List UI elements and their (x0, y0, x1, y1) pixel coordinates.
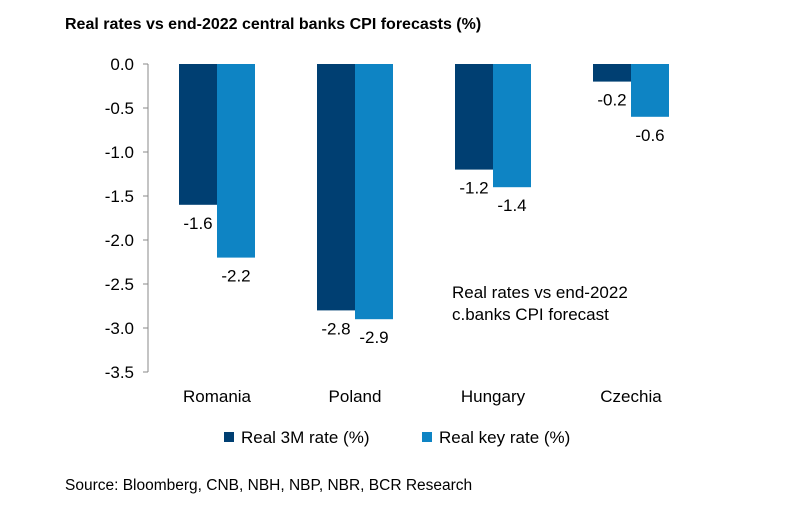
chart-annotation: Real rates vs end-2022 c.banks CPI foreca… (452, 283, 628, 324)
y-tick-label: -3.0 (105, 319, 134, 338)
y-tick-label: -1.0 (105, 143, 134, 162)
x-tick-label: Hungary (461, 387, 526, 406)
y-axis-ticks: 0.0 -0.5 -1.0 -1.5 -2.0 -2.5 -3.0 -3.5 (105, 55, 148, 382)
source-note: Source: Bloomberg, CNB, NBH, NBP, NBR, B… (65, 477, 473, 494)
y-tick-label: -0.5 (105, 99, 134, 118)
bars (179, 64, 669, 320)
value-label: -1.6 (183, 214, 212, 233)
legend-swatch (422, 432, 432, 442)
legend-swatch (224, 432, 234, 442)
bar-real-3m-rate (179, 64, 217, 205)
value-label: -2.8 (321, 319, 350, 338)
x-tick-label: Czechia (600, 387, 662, 406)
value-label: -2.2 (221, 267, 250, 286)
legend-label: Real key rate (%) (439, 428, 570, 447)
value-labels: -1.6 -2.2 -2.8 -2.9 -1.2 -1.4 -0.2 -0.6 (183, 91, 664, 348)
bar-real-key-rate (217, 64, 255, 258)
legend: Real 3M rate (%) Real key rate (%) (224, 428, 570, 447)
value-label: -0.2 (597, 91, 626, 110)
value-label: -0.6 (635, 126, 664, 145)
y-tick-label: 0.0 (110, 55, 134, 74)
chart-title: Real rates vs end-2022 central banks CPI… (65, 16, 482, 33)
y-tick-label: -3.5 (105, 363, 134, 382)
y-tick-label: -2.0 (105, 231, 134, 250)
bar-real-3m-rate (455, 64, 493, 170)
value-label: -1.2 (459, 179, 488, 198)
value-label: -2.9 (359, 328, 388, 347)
x-tick-label: Poland (329, 387, 382, 406)
y-tick-label: -1.5 (105, 187, 134, 206)
y-tick-label: -2.5 (105, 275, 134, 294)
x-tick-label: Romania (183, 387, 252, 406)
annotation-line: c.banks CPI forecast (452, 305, 609, 324)
bar-real-key-rate (493, 64, 531, 188)
annotation-line: Real rates vs end-2022 (452, 283, 628, 302)
bar-real-3m-rate (317, 64, 355, 311)
legend-label: Real 3M rate (%) (241, 428, 369, 447)
bar-real-key-rate (355, 64, 393, 320)
value-label: -1.4 (497, 196, 526, 215)
x-axis-labels: Romania Poland Hungary Czechia (183, 387, 662, 406)
bar-real-3m-rate (593, 64, 631, 82)
bar-real-key-rate (631, 64, 669, 117)
bar-chart: 0.0 -0.5 -1.0 -1.5 -2.0 -2.5 -3.0 -3.5 -1.6 -2.2… (105, 55, 669, 447)
